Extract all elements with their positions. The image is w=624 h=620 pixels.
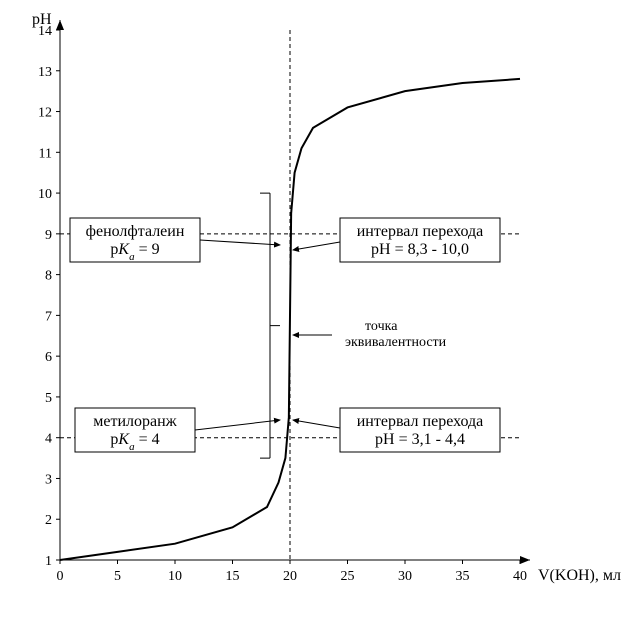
y-tick-label: 7	[45, 309, 52, 324]
x-tick-label: 30	[398, 569, 412, 584]
x-tick-label: 25	[341, 569, 355, 584]
y-tick-label: 1	[45, 554, 52, 569]
x-tick-label: 5	[114, 569, 121, 584]
annotation-arrow	[293, 242, 340, 250]
y-tick-label: 8	[45, 269, 52, 284]
annotation-arrow	[293, 420, 340, 428]
x-tick-label: 10	[168, 569, 182, 584]
annotation-text: фенолфталеин	[86, 223, 185, 240]
y-tick-label: 3	[45, 472, 52, 487]
y-tick-label: 10	[38, 187, 52, 202]
jump-brace	[260, 193, 280, 458]
y-axis-title: pH	[32, 11, 52, 28]
annotation-text: метилоранж	[93, 413, 177, 430]
chart-svg: 1234567891011121314pH0510152025303540V(K…	[0, 0, 624, 620]
x-tick-label: 35	[456, 569, 470, 584]
x-tick-label: 0	[57, 569, 64, 584]
annotation-text: pH = 8,3 - 10,0	[371, 241, 469, 258]
x-tick-label: 20	[283, 569, 297, 584]
y-tick-label: 2	[45, 513, 52, 528]
x-tick-label: 15	[226, 569, 240, 584]
y-tick-label: 9	[45, 228, 52, 243]
y-tick-label: 13	[38, 65, 52, 80]
annotation-text: pH = 3,1 - 4,4	[375, 431, 465, 448]
y-tick-label: 12	[38, 106, 52, 121]
y-tick-label: 11	[39, 146, 52, 161]
equivalence-label: точка	[365, 319, 398, 334]
annotation-text: интервал перехода	[357, 413, 484, 430]
x-axis-arrow	[520, 556, 530, 564]
y-axis-arrow	[56, 20, 64, 30]
titration-chart: 1234567891011121314pH0510152025303540V(K…	[0, 0, 624, 620]
annotation-arrow	[195, 420, 280, 430]
annotation-text: интервал перехода	[357, 223, 484, 240]
x-axis-title: V(KOH), мл	[538, 567, 621, 584]
x-tick-label: 40	[513, 569, 527, 584]
y-tick-label: 5	[45, 391, 52, 406]
equivalence-label: эквивалентности	[345, 335, 447, 350]
y-tick-label: 4	[45, 432, 52, 447]
annotation-arrow	[200, 240, 280, 245]
y-tick-label: 6	[45, 350, 52, 365]
